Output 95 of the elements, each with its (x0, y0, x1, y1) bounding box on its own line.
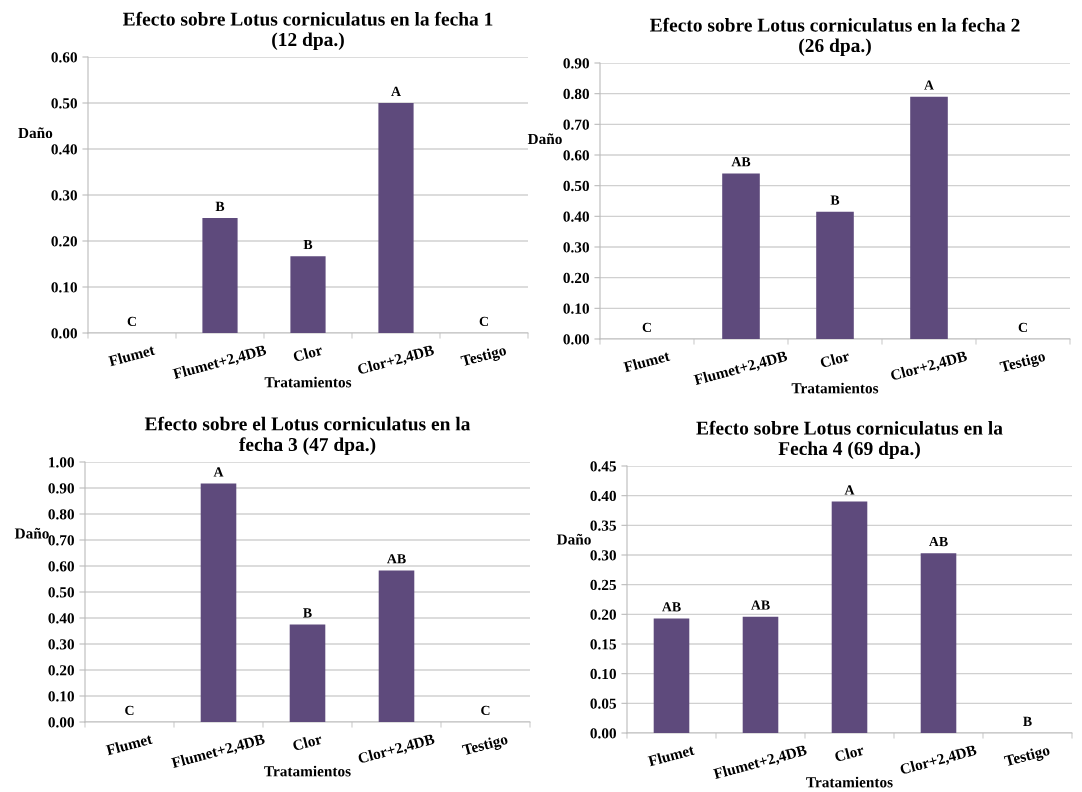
chart-title: Efecto sobre Lotus corniculatus en la Fecha 4 (69 dpa.) (696, 420, 1003, 460)
y-tick-label: 0.90 (48, 483, 74, 494)
y-tick-label: 0.50 (48, 587, 74, 598)
y-tick-label: 0.80 (563, 88, 589, 100)
y-axis-title: Daño (14, 527, 49, 539)
data-label: B (303, 608, 312, 618)
y-tick-label: 0.40 (51, 144, 77, 155)
x-tick-label: Flumet (622, 350, 671, 373)
y-tick-label: 0.10 (51, 282, 77, 293)
y-tick-label: 0.05 (590, 698, 617, 709)
y-tick-label: 0.00 (51, 328, 77, 339)
x-tick-label: Flumet (107, 344, 156, 367)
bar (910, 96, 948, 339)
y-tick-label: 0.50 (51, 98, 77, 109)
x-axis-title: Tratamientos (264, 765, 351, 777)
data-label: A (924, 80, 934, 90)
y-tick-label: 0.30 (590, 550, 616, 561)
bar (202, 218, 238, 333)
data-label: AB (928, 536, 948, 547)
bar (742, 616, 779, 733)
y-tick-label: 0.30 (563, 242, 589, 253)
bar (200, 483, 237, 722)
data-label: C (127, 316, 136, 327)
x-tick-label: Flumet (105, 733, 153, 756)
y-tick-label: 0.60 (51, 52, 77, 63)
x-axis-title: Tratamientos (806, 776, 893, 788)
x-tick-label: Clor (292, 733, 323, 751)
y-tick-label: 0.35 (590, 520, 617, 531)
x-axis-title: Tratamientos (264, 376, 352, 388)
y-tick-label: 0.30 (48, 639, 74, 650)
data-label: C (481, 705, 490, 716)
data-label: B (830, 195, 840, 205)
bar (289, 624, 326, 722)
y-tick-label: 0.20 (563, 272, 589, 284)
data-label: AB (386, 554, 406, 564)
bar (290, 256, 326, 333)
y-tick-label: 0.80 (48, 509, 74, 520)
y-tick-label: 0.00 (48, 717, 74, 728)
data-label: C (125, 705, 134, 716)
y-tick-label: 0.20 (48, 665, 74, 676)
y-tick-label: 0.70 (563, 119, 589, 130)
chart-title: Efecto sobre el Lotus corniculatus en la fecha 3 (47 dpa.) (144, 416, 471, 456)
y-tick-label: 0.25 (590, 579, 617, 591)
data-label: C (1018, 322, 1027, 333)
data-label: C (479, 316, 488, 327)
y-tick-label: 0.30 (51, 190, 77, 201)
bar (920, 553, 957, 733)
data-label: A (391, 86, 401, 96)
x-tick-label: Testigo (1003, 744, 1052, 770)
data-label: AB (661, 602, 681, 612)
y-tick-label: 0.00 (563, 334, 589, 345)
data-label: B (303, 239, 313, 250)
y-axis-title: Daño (527, 133, 562, 145)
y-tick-label: 0.50 (563, 180, 589, 192)
y-axis-title: Daño (556, 533, 591, 545)
y-tick-label: 0.45 (590, 461, 617, 472)
chart-title: Efecto sobre Lotus corniculatus en la fecha 1 (12 dpa.) (122, 11, 493, 51)
data-label: A (844, 485, 855, 495)
x-tick-label: Flumet (647, 744, 695, 767)
data-label: AB (731, 157, 751, 167)
x-axis-title: Tratamientos (791, 382, 879, 394)
bar (378, 570, 415, 722)
data-label: AB (750, 600, 770, 610)
y-tick-label: 0.40 (48, 613, 74, 624)
bar (722, 173, 760, 339)
chart-title: Efecto sobre Lotus corniculatus en la fecha 2 (26 dpa.) (649, 17, 1020, 57)
y-tick-label: 0.10 (563, 303, 589, 314)
y-axis-title: Daño (18, 127, 53, 139)
x-tick-label: Clor (292, 344, 324, 362)
x-tick-label: Testigo (999, 350, 1047, 376)
bar (653, 618, 690, 733)
y-tick-label: 0.60 (563, 150, 589, 161)
y-tick-label: 0.60 (48, 561, 74, 572)
x-tick-label: Testigo (461, 733, 510, 759)
data-label: A (213, 467, 224, 477)
x-tick-label: Testigo (460, 344, 508, 370)
bar (831, 501, 868, 733)
y-tick-label: 0.40 (590, 490, 616, 502)
y-tick-label: 0.20 (51, 236, 77, 247)
y-tick-label: 0.20 (590, 609, 616, 620)
y-tick-label: 0.90 (563, 58, 589, 69)
y-tick-label: 0.10 (48, 691, 74, 702)
data-label: B (215, 201, 225, 211)
y-tick-label: 0.15 (590, 639, 617, 650)
y-tick-label: 0.00 (590, 728, 616, 739)
bar (816, 211, 854, 339)
y-tick-label: 0.70 (48, 535, 74, 546)
data-label: B (1023, 716, 1032, 726)
bar (378, 103, 414, 333)
y-tick-label: 0.10 (590, 668, 616, 680)
y-tick-label: 1.00 (49, 457, 74, 468)
data-label: C (642, 322, 651, 333)
y-tick-label: 0.40 (563, 211, 589, 222)
x-tick-label: Clor (834, 744, 865, 762)
x-tick-label: Clor (819, 350, 851, 368)
